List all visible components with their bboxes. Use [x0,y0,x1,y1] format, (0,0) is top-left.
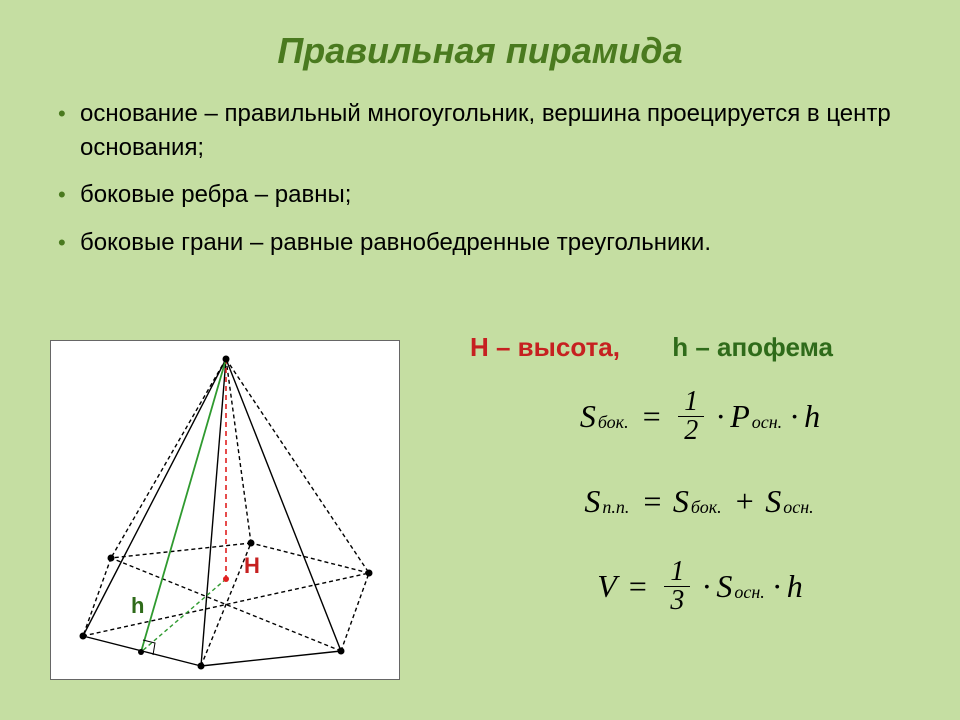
legend: H – высота, h – апофема [470,332,833,363]
sym-S: S [716,568,732,605]
sub-bok: бок. [691,497,722,518]
formula-total-area: Sп.п. = Sбок. + Sосн. [480,483,920,520]
sym-S: S [765,483,781,520]
sub-osn: осн. [783,497,813,518]
height-label: H [244,553,260,579]
sub-pp: п.п. [602,497,629,518]
num: 1 [664,558,690,587]
frac-third: 1 3 [664,558,690,615]
apothem-label: h [131,593,144,619]
formula-lateral-area: Sбок. = 1 2 · Pосн. · h [480,388,920,445]
bullet-list: основание – правильный многоугольник, ве… [50,97,910,259]
pyramid-diagram: H h [50,340,400,680]
formulas-block: Sбок. = 1 2 · Pосн. · h Sп.п. = Sбок. + … [480,388,920,653]
sym-h: h [787,568,803,605]
slide: Правильная пирамида основание – правильн… [0,0,960,720]
den: 2 [678,417,704,445]
sub-bok: бок. [598,412,629,433]
num: 1 [678,388,704,417]
bullet-item: боковые ребра – равны; [50,178,910,212]
dot: · [773,568,781,605]
page-title: Правильная пирамида [50,30,910,72]
dot: · [790,398,798,435]
dot: · [716,398,724,435]
sym-P: P [730,398,750,435]
sym-S: S [580,398,596,435]
dot: · [702,568,710,605]
eq: = [627,568,649,605]
bullet-item: боковые грани – равные равнобедренные тр… [50,226,910,260]
eq: = [641,483,663,520]
sym-S: S [584,483,600,520]
bullet-item: основание – правильный многоугольник, ве… [50,97,910,164]
den: 3 [664,587,690,615]
legend-apothem: h – апофема [672,332,833,362]
legend-height: H – высота, [470,332,620,362]
sym-S: S [673,483,689,520]
sub-osn: осн. [752,412,782,433]
sym-h: h [804,398,820,435]
formula-volume: V = 1 3 · Sосн. · h [480,558,920,615]
frac-half: 1 2 [678,388,704,445]
sym-V: V [597,568,617,605]
sub-osn: осн. [734,582,764,603]
pyramid-svg [51,341,401,681]
eq: = [641,398,663,435]
plus: + [734,483,756,520]
